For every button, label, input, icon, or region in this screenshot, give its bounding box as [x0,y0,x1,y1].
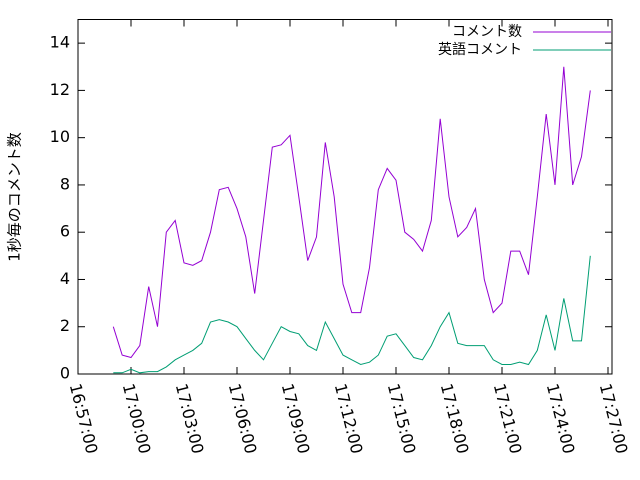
y-axis-label: 1秒毎のコメント数 [6,132,24,262]
y-tick-label: 10 [50,127,70,146]
data-line [113,255,591,374]
y-tick-label: 14 [50,33,70,52]
y-tick-label: 8 [60,174,70,193]
y-tick-label: 0 [60,364,70,383]
plot-frame [77,19,613,375]
data-line [112,66,591,359]
y-tick-label: 4 [60,269,70,288]
y-tick-label: 6 [60,222,70,241]
y-tick-label: 12 [50,80,70,99]
y-tick-label: 2 [60,316,70,335]
legend-label: 英語コメント [438,41,522,58]
legend-label: コメント数 [452,24,522,40]
